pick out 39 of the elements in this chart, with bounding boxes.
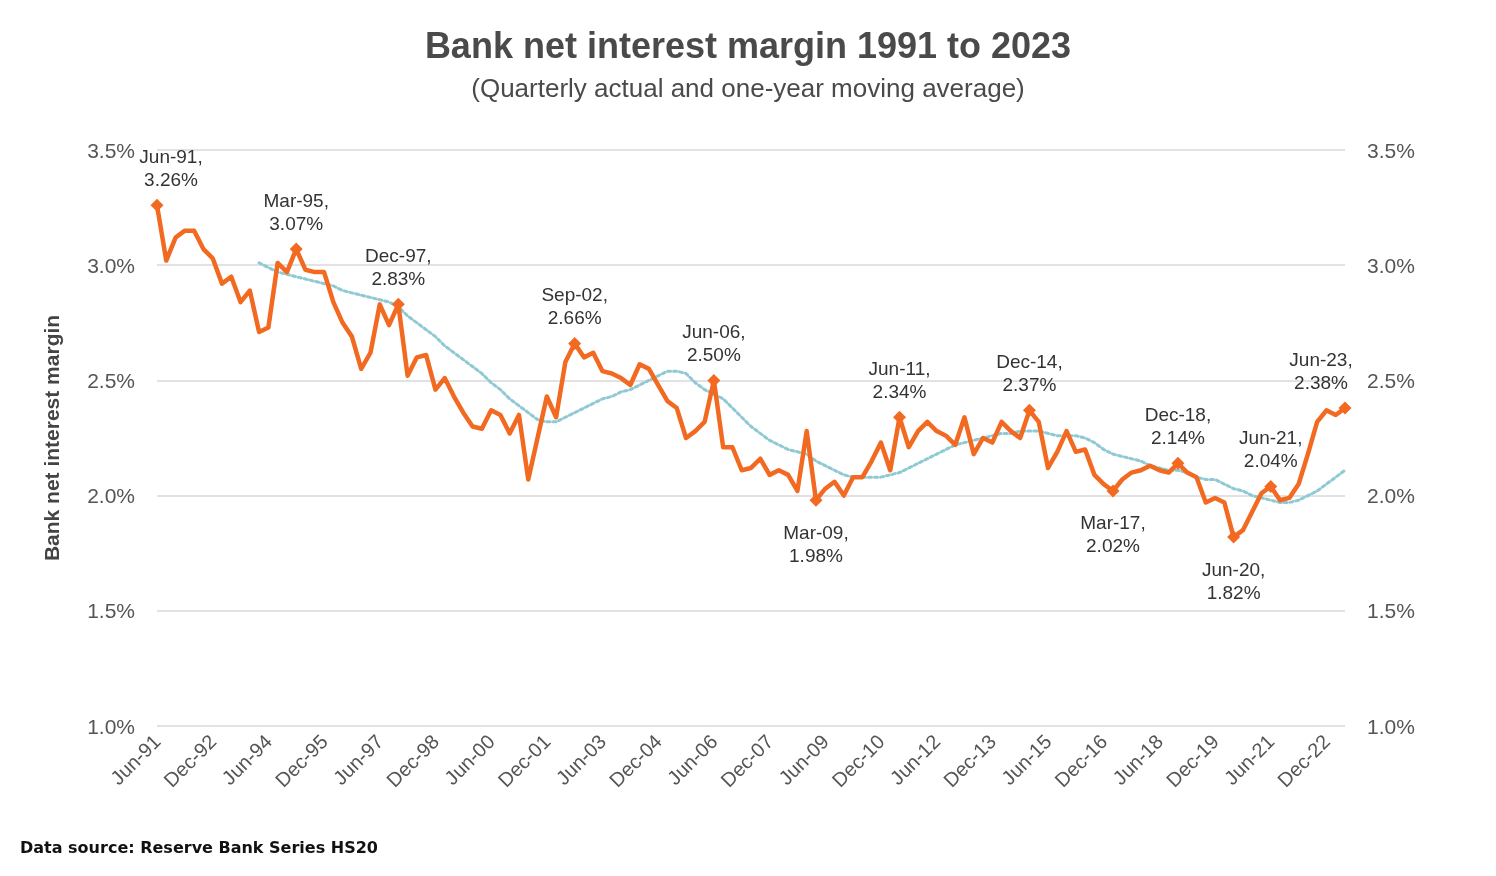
point: [1106, 484, 1120, 498]
point: [289, 242, 303, 256]
y-tick-label: 2.5%: [87, 368, 135, 392]
data-label: Dec-18, 2.14%: [1144, 403, 1212, 448]
point: [150, 198, 164, 212]
point: [568, 337, 582, 351]
y-tick-label: 1.0%: [87, 714, 135, 738]
y2-tick-label: 1.0%: [1367, 714, 1415, 738]
data-label: Jun-91, 3.26%: [139, 145, 203, 190]
data-label: Dec-14, 2.37%: [996, 350, 1063, 395]
data-label: Jun-20, 1.82%: [1201, 558, 1266, 603]
y2-tick-label: 2.5%: [1367, 368, 1415, 392]
point: [1227, 530, 1241, 544]
point: [1264, 479, 1278, 493]
y-axis-title: Bank net interest margin: [40, 314, 63, 562]
point: [1171, 456, 1185, 470]
chart-title: Bank net interest margin 1991 to 2023: [424, 24, 1072, 66]
y-tick-label: 3.5%: [87, 138, 135, 162]
data-label: Jun-23, 2.38%: [1289, 348, 1353, 393]
y2-tick-label: 3.5%: [1367, 138, 1415, 162]
y2-tick-label: 3.0%: [1367, 253, 1415, 277]
point: [707, 373, 721, 387]
data-label: Mar-09, 1.98%: [783, 521, 849, 566]
y-tick-label: 2.0%: [87, 484, 135, 508]
y-tick-label: 3.0%: [87, 253, 135, 277]
chart-subtitle: (Quarterly actual and one-year moving average): [471, 73, 1025, 103]
data-label: Jun-11, 2.34%: [868, 357, 931, 402]
point: [1338, 401, 1352, 415]
data-label: Jun-06, 2.50%: [682, 320, 746, 365]
y2-tick-label: 1.5%: [1367, 599, 1415, 623]
y2-tick-label: 2.0%: [1367, 484, 1415, 508]
data-label: Dec-97, 2.83%: [365, 244, 432, 289]
data-label: Mar-17, 2.02%: [1080, 512, 1146, 557]
data-label: Jun-21, 2.04%: [1239, 426, 1303, 471]
source-note: Data source: Reserve Bank Series HS20: [20, 838, 378, 857]
point: [1022, 403, 1036, 417]
data-label: Mar-95, 3.07%: [263, 189, 329, 234]
data-label: Sep-02, 2.66%: [541, 284, 608, 329]
y-tick-label: 1.5%: [87, 599, 135, 623]
